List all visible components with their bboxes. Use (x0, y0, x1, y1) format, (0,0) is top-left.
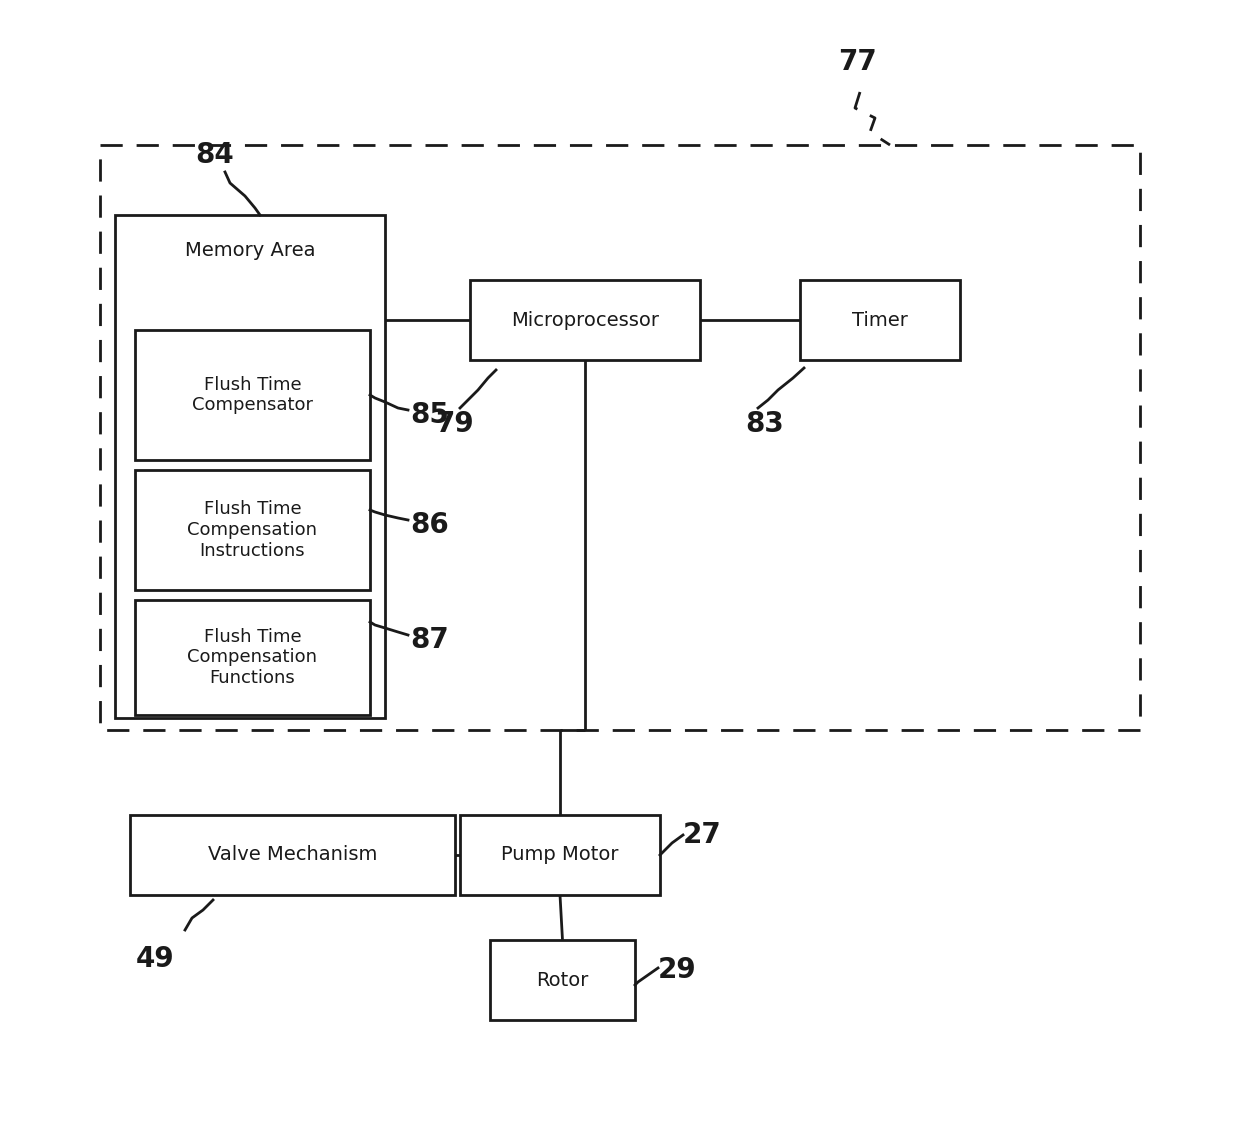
Text: Valve Mechanism: Valve Mechanism (208, 845, 377, 865)
Text: 49: 49 (135, 945, 175, 974)
Bar (460, 815, 660, 895)
Text: 83: 83 (745, 410, 784, 438)
Text: 84: 84 (196, 141, 234, 169)
Text: Rotor: Rotor (537, 970, 589, 990)
Bar (100, 145, 1140, 730)
Bar (490, 940, 635, 1020)
Text: Microprocessor: Microprocessor (511, 310, 658, 329)
Text: 29: 29 (658, 956, 697, 984)
Text: 85: 85 (410, 402, 449, 429)
Text: Timer: Timer (852, 310, 908, 329)
Text: 86: 86 (410, 511, 449, 539)
Text: Flush Time
Compensation
Instructions: Flush Time Compensation Instructions (187, 500, 317, 559)
Text: 79: 79 (435, 410, 474, 438)
Text: Pump Motor: Pump Motor (501, 845, 619, 865)
Bar (130, 815, 455, 895)
Text: 77: 77 (838, 48, 877, 76)
Bar (800, 280, 960, 360)
Bar (470, 280, 701, 360)
Bar (135, 599, 370, 715)
Bar (135, 470, 370, 590)
Text: 87: 87 (410, 626, 449, 654)
Text: Flush Time
Compensator: Flush Time Compensator (192, 375, 312, 414)
Bar (115, 215, 384, 718)
Text: Memory Area: Memory Area (185, 240, 315, 260)
Text: 27: 27 (683, 821, 722, 849)
Bar (135, 329, 370, 460)
Text: Flush Time
Compensation
Functions: Flush Time Compensation Functions (187, 628, 317, 688)
